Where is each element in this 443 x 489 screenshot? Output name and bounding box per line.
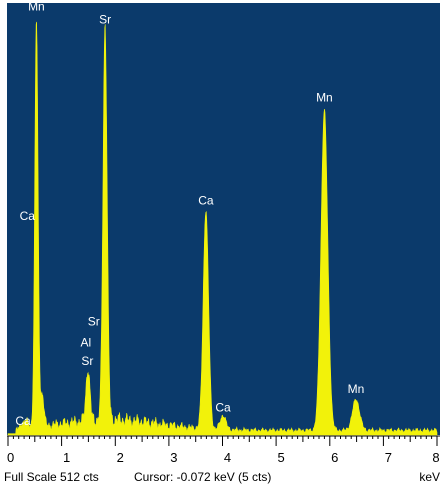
x-tick-label-1: 1 xyxy=(63,450,70,465)
x-tick-label-3: 3 xyxy=(170,450,177,465)
peak-label-sr-8: Sr xyxy=(81,354,93,368)
peak-label-al-7: Al xyxy=(80,335,91,349)
peak-label-sr-6: Sr xyxy=(88,314,100,328)
peak-label-mn-12: Mn xyxy=(348,382,365,396)
x-tick-label-2: 2 xyxy=(117,450,124,465)
cursor-readout: Cursor: -0.072 keV (5 cts) xyxy=(134,470,271,484)
x-tick-label-6: 6 xyxy=(331,450,338,465)
x-tick-label-7: 7 xyxy=(385,450,392,465)
peak-label-ca-4: Ca xyxy=(15,414,31,428)
peak-label-sr-5: Sr xyxy=(99,12,111,26)
x-tick-label-5: 5 xyxy=(277,450,284,465)
peak-label-ca-10: Ca xyxy=(215,400,231,414)
x-axis-tick-labels: 0 1 2 3 4 5 6 7 8 xyxy=(7,450,440,465)
x-tick-label-0: 0 xyxy=(7,450,14,465)
peak-label-ca-9: Ca xyxy=(198,194,214,208)
plot-area[interactable] xyxy=(7,3,440,435)
unit-label: keV xyxy=(419,470,440,484)
x-tick-label-4: 4 xyxy=(224,450,231,465)
peak-label-mn-2: Mn xyxy=(28,0,45,14)
peak-label-mn-11: Mn xyxy=(316,91,333,105)
full-scale-readout: Full Scale 512 cts xyxy=(4,470,99,484)
peak-label-ca-3: Ca xyxy=(20,209,36,223)
x-tick-label-8: 8 xyxy=(432,450,439,465)
x-axis-ticks xyxy=(8,436,437,446)
